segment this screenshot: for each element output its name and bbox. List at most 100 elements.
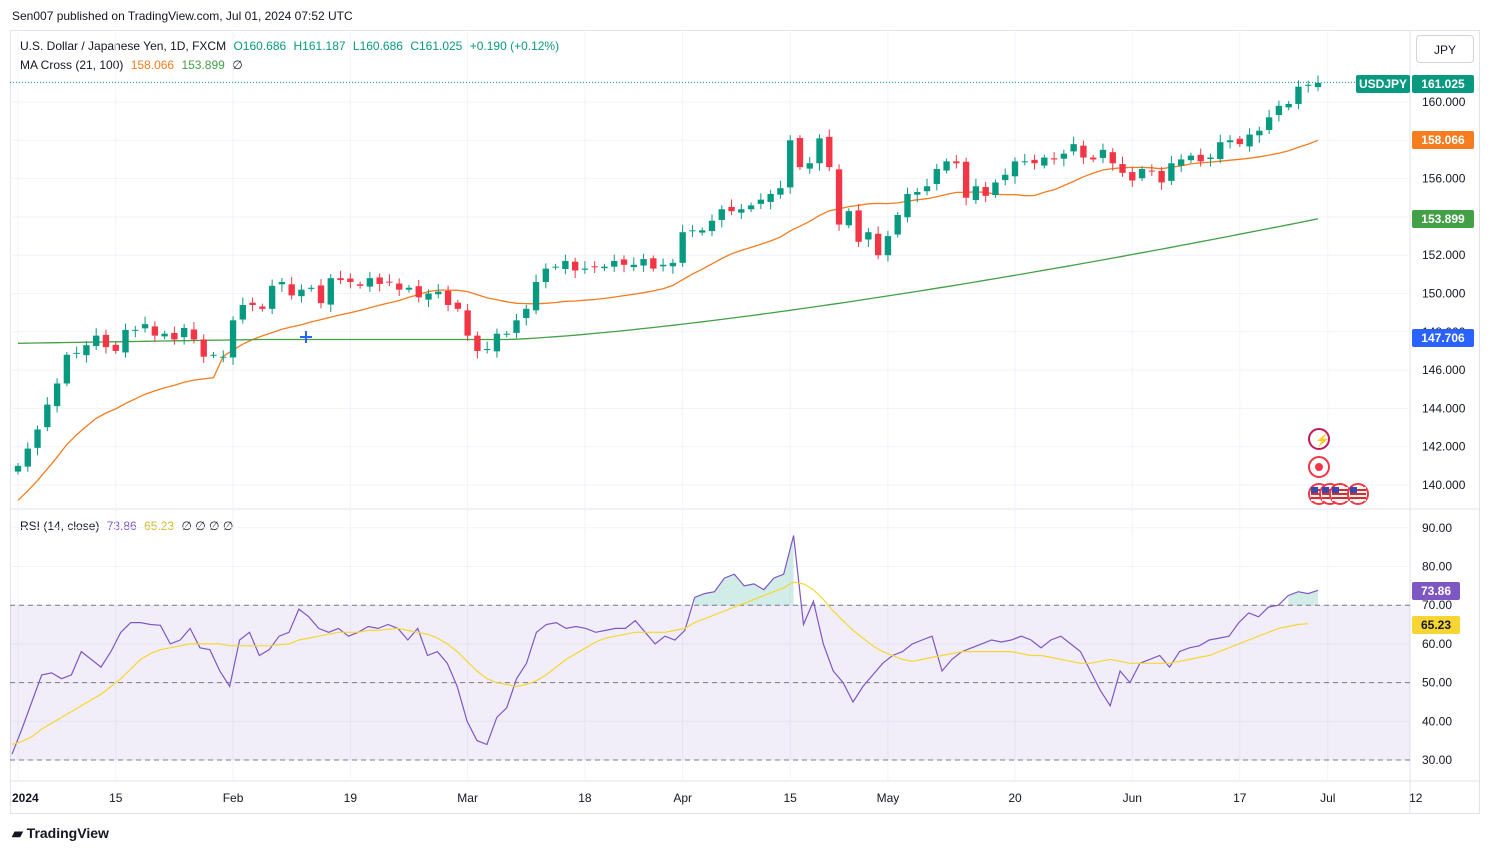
candle-body — [503, 333, 510, 335]
price-tick-label: 142.000 — [1422, 440, 1466, 454]
candle-body — [767, 193, 774, 202]
candle-body — [1295, 86, 1302, 104]
us-flag-icon[interactable] — [1347, 483, 1369, 505]
candle-body — [777, 188, 784, 195]
candle-body — [669, 262, 677, 267]
candle-body — [679, 232, 686, 263]
candle-body — [1148, 170, 1156, 172]
candle-body — [542, 268, 549, 283]
rsi-tick-label: 40.00 — [1422, 714, 1452, 728]
time-tick-label: 20 — [1008, 791, 1022, 805]
candle-body — [239, 304, 246, 320]
rsi-legend[interactable]: RSI (14, close) 73.86 65.23 ∅ ∅ ∅ ∅ — [20, 519, 237, 533]
candle-body — [659, 264, 667, 267]
time-tick-label: Jun — [1123, 791, 1142, 805]
ma-label: MA Cross (21, 100) — [20, 58, 124, 72]
candle-body — [513, 320, 520, 333]
rsi-tick-label: 60.00 — [1422, 637, 1452, 651]
candle-body — [630, 264, 637, 268]
candle-body — [1138, 169, 1146, 179]
candle-body — [396, 283, 403, 290]
lightning-icon[interactable] — [1308, 428, 1330, 450]
candle-body — [1207, 157, 1214, 160]
candle-body — [933, 169, 940, 184]
candle-body — [151, 326, 159, 336]
grid — [10, 30, 1480, 814]
candle-body — [796, 138, 804, 168]
candle-body — [601, 266, 608, 269]
candle-body — [493, 333, 501, 352]
rsi-tick-label: 90.00 — [1422, 521, 1452, 535]
time-tick-label: 2024 — [12, 791, 39, 805]
candle-body — [317, 285, 325, 304]
candle-body — [298, 289, 305, 297]
candle-body — [1246, 134, 1253, 147]
candle-body — [962, 161, 970, 198]
rsi-value: 73.86 — [106, 519, 137, 533]
currency-button[interactable]: JPY — [1416, 35, 1474, 63]
candle-body — [1109, 152, 1116, 164]
candle-body — [787, 140, 794, 188]
price-tick-label: 152.000 — [1422, 248, 1466, 262]
rsi-band — [10, 605, 1410, 760]
ma-legend[interactable]: MA Cross (21, 100) 158.066 153.899 ∅ — [20, 58, 247, 72]
candle-body — [376, 277, 383, 284]
candle-body — [1050, 158, 1058, 160]
candle-body — [337, 278, 344, 281]
time-tick-label: 17 — [1233, 791, 1247, 805]
candle-body — [923, 186, 931, 192]
time-tick-label: Apr — [673, 791, 692, 805]
change-value: +0.190 (+0.12%) — [469, 39, 560, 53]
candle-body — [444, 290, 452, 305]
candle-body — [190, 329, 198, 340]
candle-body — [953, 161, 960, 164]
price-tick-label: 140.000 — [1422, 478, 1466, 492]
candle-body — [63, 354, 71, 384]
us-flag-icon[interactable] — [1329, 483, 1351, 505]
candle-body — [718, 209, 725, 220]
candle-body — [884, 236, 892, 256]
candle-body — [806, 163, 813, 169]
tradingview-logo[interactable]: ▰ TradingView — [12, 825, 109, 842]
candles — [14, 75, 1322, 475]
candle-body — [278, 282, 286, 285]
candle-body — [268, 285, 276, 309]
candle-body — [894, 214, 901, 235]
event-icons[interactable]: ⚡ — [1308, 428, 1369, 505]
candle-body — [34, 429, 41, 448]
candle-body — [1021, 161, 1028, 163]
candle-body — [386, 281, 393, 283]
candle-body — [1031, 159, 1038, 164]
candle-body — [112, 344, 119, 351]
time-tick-label: May — [877, 791, 900, 805]
brand-name: TradingView — [26, 825, 109, 841]
candle-body — [141, 324, 149, 329]
high-value: H161.187 — [293, 39, 346, 53]
candle-body — [865, 232, 872, 240]
candle-body — [591, 266, 598, 268]
rsi-overbought-fill — [694, 535, 794, 606]
price-tick-label: 160.000 — [1422, 95, 1466, 109]
ma-slow-value: 153.899 — [181, 58, 225, 72]
rsi-lines — [11, 535, 1319, 755]
candle-body — [1217, 142, 1224, 160]
candle-body — [816, 138, 823, 164]
candle-body — [24, 448, 31, 467]
rsi-ma-value: 65.23 — [144, 519, 175, 533]
candle-body — [347, 278, 354, 283]
candle-body — [210, 354, 217, 356]
candle-body — [405, 287, 413, 290]
candle-body — [425, 293, 432, 300]
candle-body — [1177, 159, 1185, 166]
candle-body — [532, 282, 540, 311]
candle-body — [562, 260, 569, 269]
candle-body — [1158, 170, 1165, 183]
time-tick-label: 19 — [344, 791, 358, 805]
candle-body — [122, 329, 129, 353]
rsi-null-symbols: ∅ ∅ ∅ ∅ — [181, 519, 234, 533]
candle-body — [571, 261, 579, 271]
candle-body — [640, 259, 647, 266]
candle-body — [1236, 138, 1243, 145]
candle-body — [464, 310, 471, 336]
